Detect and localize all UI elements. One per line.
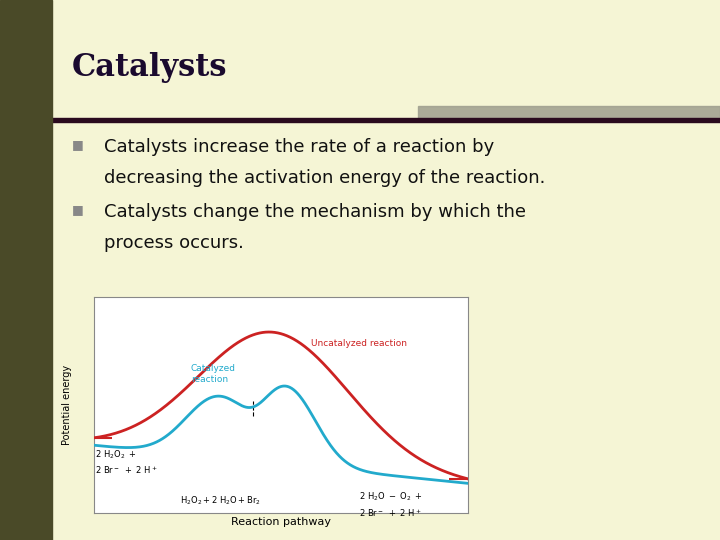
Text: decreasing the activation energy of the reaction.: decreasing the activation energy of the … [104,169,546,187]
Bar [0,0,52,540]
Text: Catalyzed
reaction: Catalyzed reaction [191,364,236,384]
Text: $\mathregular{2\ H_2O_2\ +}$
$\mathregular{2\ Br^-\ +\ 2\ H^+}$: $\mathregular{2\ H_2O_2\ +}$ $\mathregul… [96,448,158,476]
X-axis label: Reaction pathway: Reaction pathway [231,517,330,527]
Text: $\mathregular{H_2O_2 + 2\ H_2O + Br_2}$: $\mathregular{H_2O_2 + 2\ H_2O + Br_2}$ [180,494,261,507]
Text: $\mathregular{2\ H_2O\ -\ O_2\ +}$
$\mathregular{2\ Br^-\ +\ 2\ H^+}$: $\mathregular{2\ H_2O\ -\ O_2\ +}$ $\mat… [359,491,423,519]
Text: process occurs.: process occurs. [104,234,244,252]
Text: ■: ■ [72,203,84,216]
Text: ■: ■ [72,138,84,151]
Bar [52,118,720,122]
Text: Potential energy: Potential energy [63,365,73,445]
Text: Catalysts: Catalysts [72,52,228,83]
Text: Uncatalyzed reaction: Uncatalyzed reaction [311,339,407,348]
Text: Catalysts change the mechanism by which the: Catalysts change the mechanism by which … [104,203,526,221]
Bar [418,106,720,120]
Text: Catalysts increase the rate of a reaction by: Catalysts increase the rate of a reactio… [104,138,495,156]
